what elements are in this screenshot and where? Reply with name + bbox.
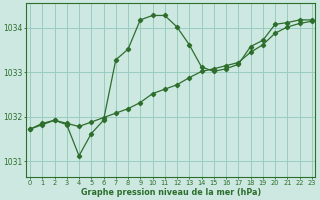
- X-axis label: Graphe pression niveau de la mer (hPa): Graphe pression niveau de la mer (hPa): [81, 188, 261, 197]
